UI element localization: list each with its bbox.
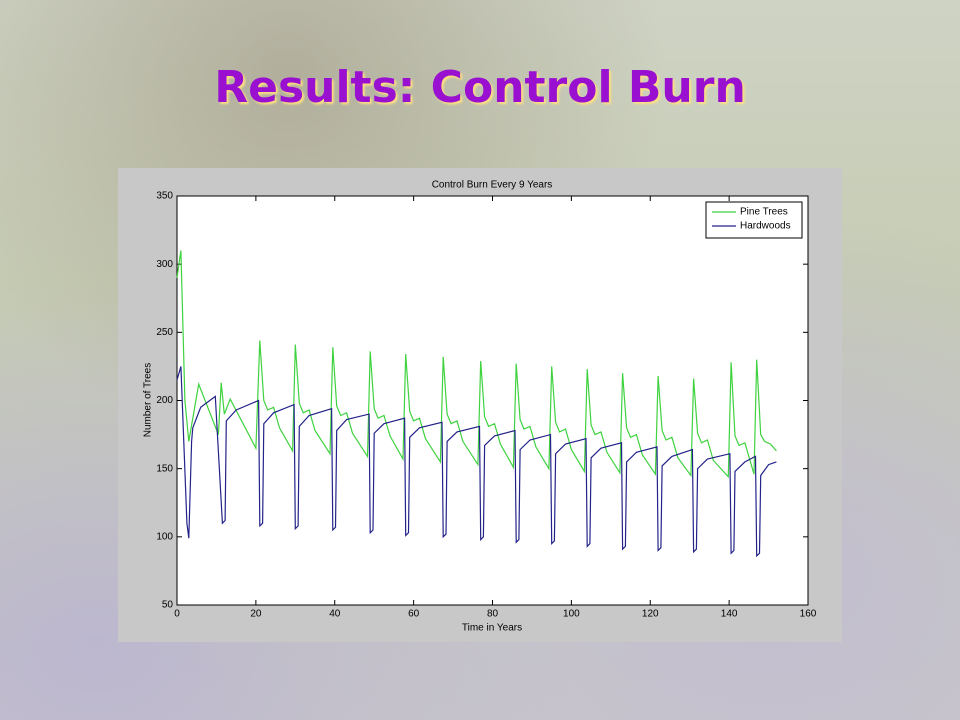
legend-label: Pine Trees — [740, 207, 788, 218]
x-tick-label: 60 — [408, 609, 420, 620]
legend-label: Hardwoods — [740, 221, 791, 232]
y-tick-label: 250 — [156, 327, 173, 338]
x-tick-label: 160 — [800, 609, 817, 620]
x-tick-label: 100 — [563, 609, 580, 620]
y-tick-label: 100 — [156, 531, 173, 542]
slide-title: Results: Control Burn — [214, 62, 746, 113]
series-line — [176, 366, 777, 558]
y-tick-label: 200 — [156, 395, 173, 406]
y-tick-label: 50 — [162, 600, 174, 611]
legend-box — [705, 201, 803, 239]
y-axis-label: Number of Trees — [143, 363, 154, 437]
x-tick-label: 140 — [721, 609, 738, 620]
y-tick-label: 350 — [156, 191, 173, 202]
x-tick-label: 0 — [174, 609, 180, 620]
x-tick-label: 80 — [487, 609, 499, 620]
chart-title: Control Burn Every 9 Years — [432, 180, 553, 191]
x-tick-label: 120 — [642, 609, 659, 620]
y-tick-label: 300 — [156, 259, 173, 270]
x-tick-label: 40 — [329, 609, 341, 620]
x-tick-label: 20 — [250, 609, 262, 620]
y-tick-label: 150 — [156, 463, 173, 474]
x-axis-label: Time in Years — [462, 623, 522, 634]
plot-area — [176, 195, 809, 606]
series-line — [176, 250, 777, 479]
